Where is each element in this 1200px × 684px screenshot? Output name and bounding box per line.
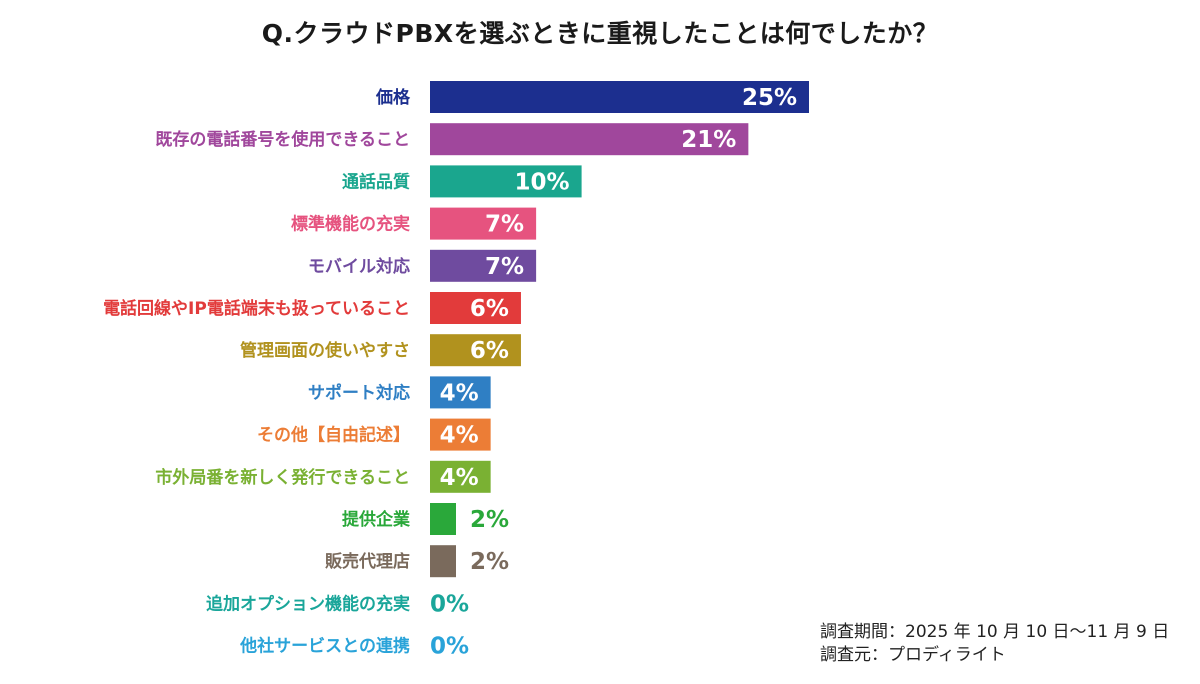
- bar: [430, 123, 749, 156]
- survey-info: 調査期間：2025 年 10 月 10 日〜11 月 9 日 調査元：プロディラ…: [820, 621, 1169, 667]
- value-label: 4%: [440, 423, 479, 449]
- value-label: 6%: [470, 296, 509, 322]
- category-label: 電話回線やIP電話端末も扱っていること: [103, 298, 410, 319]
- category-label: モバイル対応: [308, 256, 410, 277]
- value-label: 21%: [681, 127, 736, 153]
- value-label: 4%: [440, 465, 479, 491]
- bar: [430, 165, 582, 198]
- bar: [430, 249, 537, 282]
- bar: [430, 418, 491, 451]
- bar: [430, 292, 521, 324]
- value-label: 4%: [440, 380, 479, 406]
- value-label: 2%: [470, 549, 509, 575]
- category-label: サポート対応: [308, 382, 410, 403]
- category-label: その他【自由記述】: [257, 425, 410, 446]
- value-label: 6%: [470, 338, 509, 364]
- bar: [430, 334, 521, 367]
- category-label: 追加オプション機能の充実: [206, 593, 410, 614]
- value-label: 0%: [430, 634, 469, 660]
- value-label: 7%: [485, 254, 524, 280]
- category-label: 管理画面の使いやすさ: [240, 340, 410, 361]
- category-label: 他社サービスとの連携: [239, 636, 410, 657]
- category-label: 販売代理店: [325, 551, 410, 572]
- category-label: 市外局番を新しく発行できること: [155, 467, 410, 488]
- survey-period: 調査期間：2025 年 10 月 10 日〜11 月 9 日: [820, 622, 1170, 642]
- bar: [430, 207, 537, 240]
- category-label: 既存の電話番号を使用できること: [155, 129, 410, 150]
- bar: [430, 81, 809, 113]
- category-label: 通話品質: [342, 171, 410, 192]
- value-label: 10%: [515, 169, 570, 195]
- chart-title: Q.クラウドPBXを選ぶときに重視したことは何でしたか？: [261, 19, 939, 48]
- category-label: 提供企業: [342, 509, 410, 530]
- category-label: 価格: [375, 87, 411, 108]
- survey-source: 調査元：プロディライト: [820, 645, 1006, 665]
- value-label: 0%: [430, 591, 469, 617]
- bar: [430, 460, 491, 493]
- bar: [430, 503, 456, 535]
- bar: [430, 376, 491, 409]
- value-label: 7%: [485, 212, 524, 238]
- bar: [430, 545, 456, 578]
- category-label: 標準機能の充実: [291, 214, 410, 235]
- value-label: 25%: [742, 85, 797, 111]
- value-label: 2%: [470, 507, 509, 533]
